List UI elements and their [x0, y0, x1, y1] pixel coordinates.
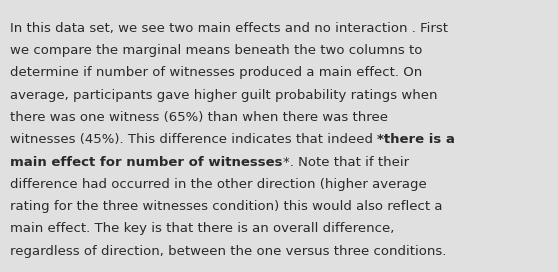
Text: main effect for number of witnesses: main effect for number of witnesses: [10, 156, 282, 169]
Text: difference had occurred in the other direction (higher average: difference had occurred in the other dir…: [10, 178, 427, 191]
Text: regardless of direction, between the one versus three conditions.: regardless of direction, between the one…: [10, 245, 446, 258]
Text: determine if number of witnesses produced a main effect. On: determine if number of witnesses produce…: [10, 66, 422, 79]
Text: rating for the three witnesses condition) this would also reflect a: rating for the three witnesses condition…: [10, 200, 442, 213]
Text: witnesses (45%). This difference indicates that indeed: witnesses (45%). This difference indicat…: [10, 133, 377, 146]
Text: *there is a: *there is a: [377, 133, 455, 146]
Text: *. Note that if their: *. Note that if their: [282, 156, 408, 169]
Text: we compare the marginal means beneath the two columns to: we compare the marginal means beneath th…: [10, 44, 422, 57]
Text: In this data set, we see two main effects and no interaction . First: In this data set, we see two main effect…: [10, 22, 448, 35]
Text: there was one witness (65%) than when there was three: there was one witness (65%) than when th…: [10, 111, 388, 124]
Text: main effect. The key is that there is an overall difference,: main effect. The key is that there is an…: [10, 222, 395, 236]
Text: average, participants gave higher guilt probability ratings when: average, participants gave higher guilt …: [10, 89, 437, 102]
